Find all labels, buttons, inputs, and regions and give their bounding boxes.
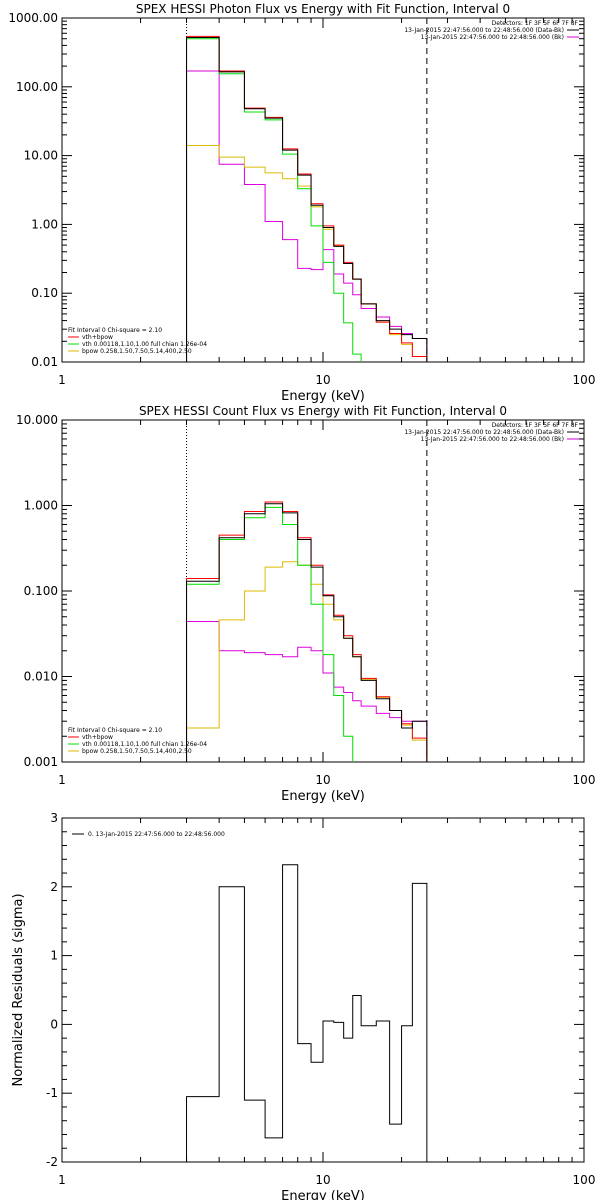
count-x-tick-label: 100 <box>573 773 596 787</box>
count-x-tick-label: 1 <box>58 773 66 787</box>
count-series-vth-bpow <box>186 501 428 762</box>
resid-plot-frame <box>61 817 585 1163</box>
photon-x-axis-label: Energy (keV) <box>281 389 365 404</box>
photon-legend-bottom-entry: bpow 0.258,1.50,7.50,5.14,400,2.50 <box>82 348 192 355</box>
resid-y-axis-label: Normalized Residuals (sigma) <box>11 893 26 1086</box>
resid-x-tick-label: 100 <box>573 1173 596 1187</box>
count-y-tick-label: 0.010 <box>24 670 58 684</box>
photon-series-data-bk <box>186 37 428 362</box>
photon-series-vth <box>186 38 362 362</box>
photon-legend-top-entry: Detectors: 1F 3F 5F 6F 7F 8F <box>492 20 579 27</box>
photon-y-tick-label: 10.00 <box>24 149 58 163</box>
count-legend-bottom-entry: vth+bpow <box>82 734 113 741</box>
photon-y-tick-label: 1.00 <box>31 217 58 231</box>
count-y-tick-label: 0.001 <box>24 755 58 769</box>
resid-series-0-13-jan-2015-22-47-56-000-to- <box>186 864 428 1162</box>
count-series-bpow <box>186 561 428 762</box>
count-series-vth <box>186 506 354 762</box>
photon-legend-bottom-entry: vth+bpow <box>82 334 113 341</box>
resid-x-tick-label: 1 <box>58 1173 66 1187</box>
count-legend-top-entry: 13-Jan-2015 22:47:56.000 to 22:48:56.000… <box>404 429 564 436</box>
resid-y-tick-label: 2 <box>50 880 58 894</box>
photon-legend-top-entry: 13-Jan-2015 22:47:56.000 to 22:48:56.000… <box>404 27 564 34</box>
photon-series-vth-bpow <box>186 35 428 362</box>
count-series-data-bk <box>186 503 428 762</box>
photon-y-tick-label: 0.01 <box>31 355 58 369</box>
resid-y-tick-label: -2 <box>46 1155 58 1169</box>
photon-y-tick-label: 100.00 <box>16 80 58 94</box>
count-x-tick-label: 10 <box>315 773 330 787</box>
count-y-tick-label: 1.000 <box>24 499 58 513</box>
photon-legend-bottom-entry: vth 0.00118,1.10,1.00 full chian 1.26e-0… <box>82 341 207 348</box>
photon-legend-bottom-entry: Fit Interval 0 Chi-square = 2.10 <box>68 327 162 334</box>
count-title: SPEX HESSI Count Flux vs Energy with Fit… <box>139 404 507 418</box>
photon-series-bpow <box>186 145 428 362</box>
count-legend-top-entry: 13-Jan-2015 22:47:56.000 to 22:48:56.000… <box>421 436 564 443</box>
resid-y-tick-label: 0 <box>50 1017 58 1031</box>
count-y-tick-label: 10.000 <box>16 413 58 427</box>
resid-x-tick-label: 10 <box>315 1173 330 1187</box>
resid-x-axis-label: Energy (keV) <box>281 1189 365 1200</box>
photon-x-tick-label: 1 <box>58 373 66 387</box>
photon-x-tick-label: 100 <box>573 373 596 387</box>
resid-y-tick-label: -1 <box>46 1086 58 1100</box>
resid-legend-entry: 0. 13-Jan-2015 22:47:56.000 to 22:48:56.… <box>88 831 225 838</box>
resid-y-tick-label: 3 <box>50 811 58 825</box>
count-legend-bottom-entry: Fit Interval 0 Chi-square = 2.10 <box>68 727 162 734</box>
photon-title: SPEX HESSI Photon Flux vs Energy with Fi… <box>136 2 510 16</box>
photon-legend-top-entry: 13-Jan-2015 22:47:56.000 to 22:48:56.000… <box>421 34 564 41</box>
resid-y-tick-label: 1 <box>50 949 58 963</box>
count-y-tick-label: 0.100 <box>24 584 58 598</box>
photon-x-tick-label: 10 <box>315 373 330 387</box>
count-legend-top-entry: Detectors: 1F 3F 5F 6F 7F 8F <box>492 422 579 429</box>
photon-y-tick-label: 0.10 <box>31 286 58 300</box>
count-legend-bottom-entry: vth 0.00118,1.10,1.00 full chian 1.26e-0… <box>82 741 207 748</box>
photon-plot-frame <box>61 17 585 363</box>
photon-y-tick-label: 1000.00 <box>8 11 58 25</box>
count-x-axis-label: Energy (keV) <box>281 789 365 804</box>
count-legend-bottom-entry: bpow 0.258,1.50,7.50,5.14,400,2.50 <box>82 748 192 755</box>
count-series-bk <box>186 620 428 762</box>
photon-series-bk <box>186 70 428 362</box>
